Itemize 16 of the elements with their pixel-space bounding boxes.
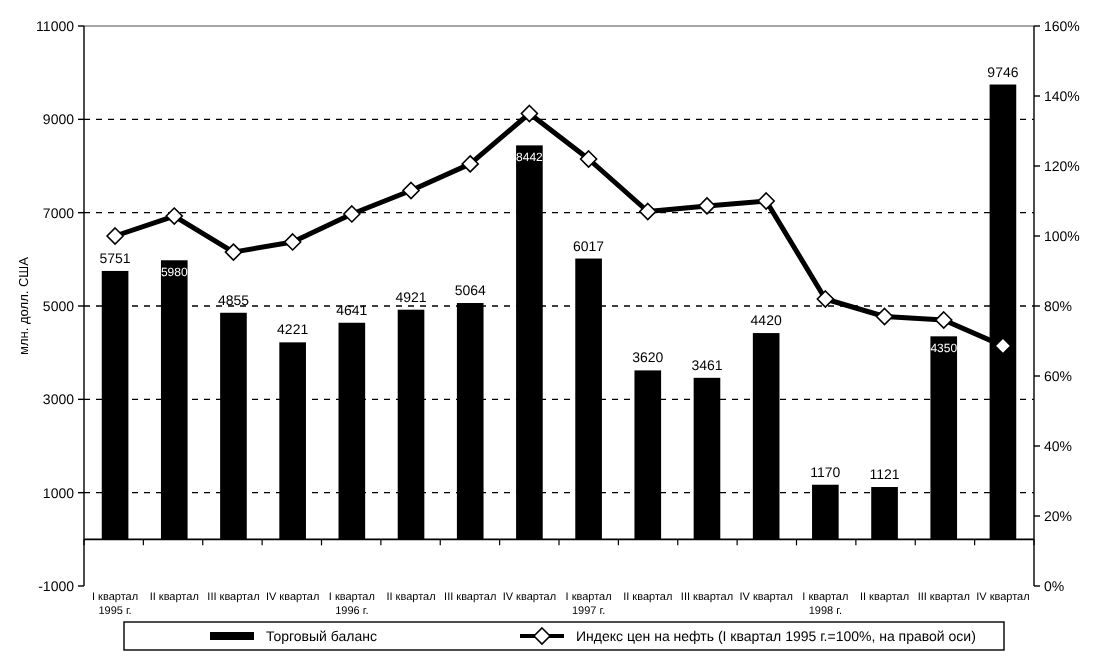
point [165, 207, 184, 225]
point [283, 233, 302, 251]
point [698, 197, 716, 215]
point [224, 243, 243, 261]
point [638, 202, 657, 221]
point [757, 192, 775, 210]
point [994, 337, 1012, 355]
point [816, 290, 835, 308]
point [875, 307, 894, 326]
point [402, 181, 420, 200]
point [579, 150, 598, 168]
point [343, 205, 361, 223]
point [934, 311, 953, 329]
point [520, 104, 539, 123]
point [106, 227, 124, 245]
point [461, 155, 480, 173]
